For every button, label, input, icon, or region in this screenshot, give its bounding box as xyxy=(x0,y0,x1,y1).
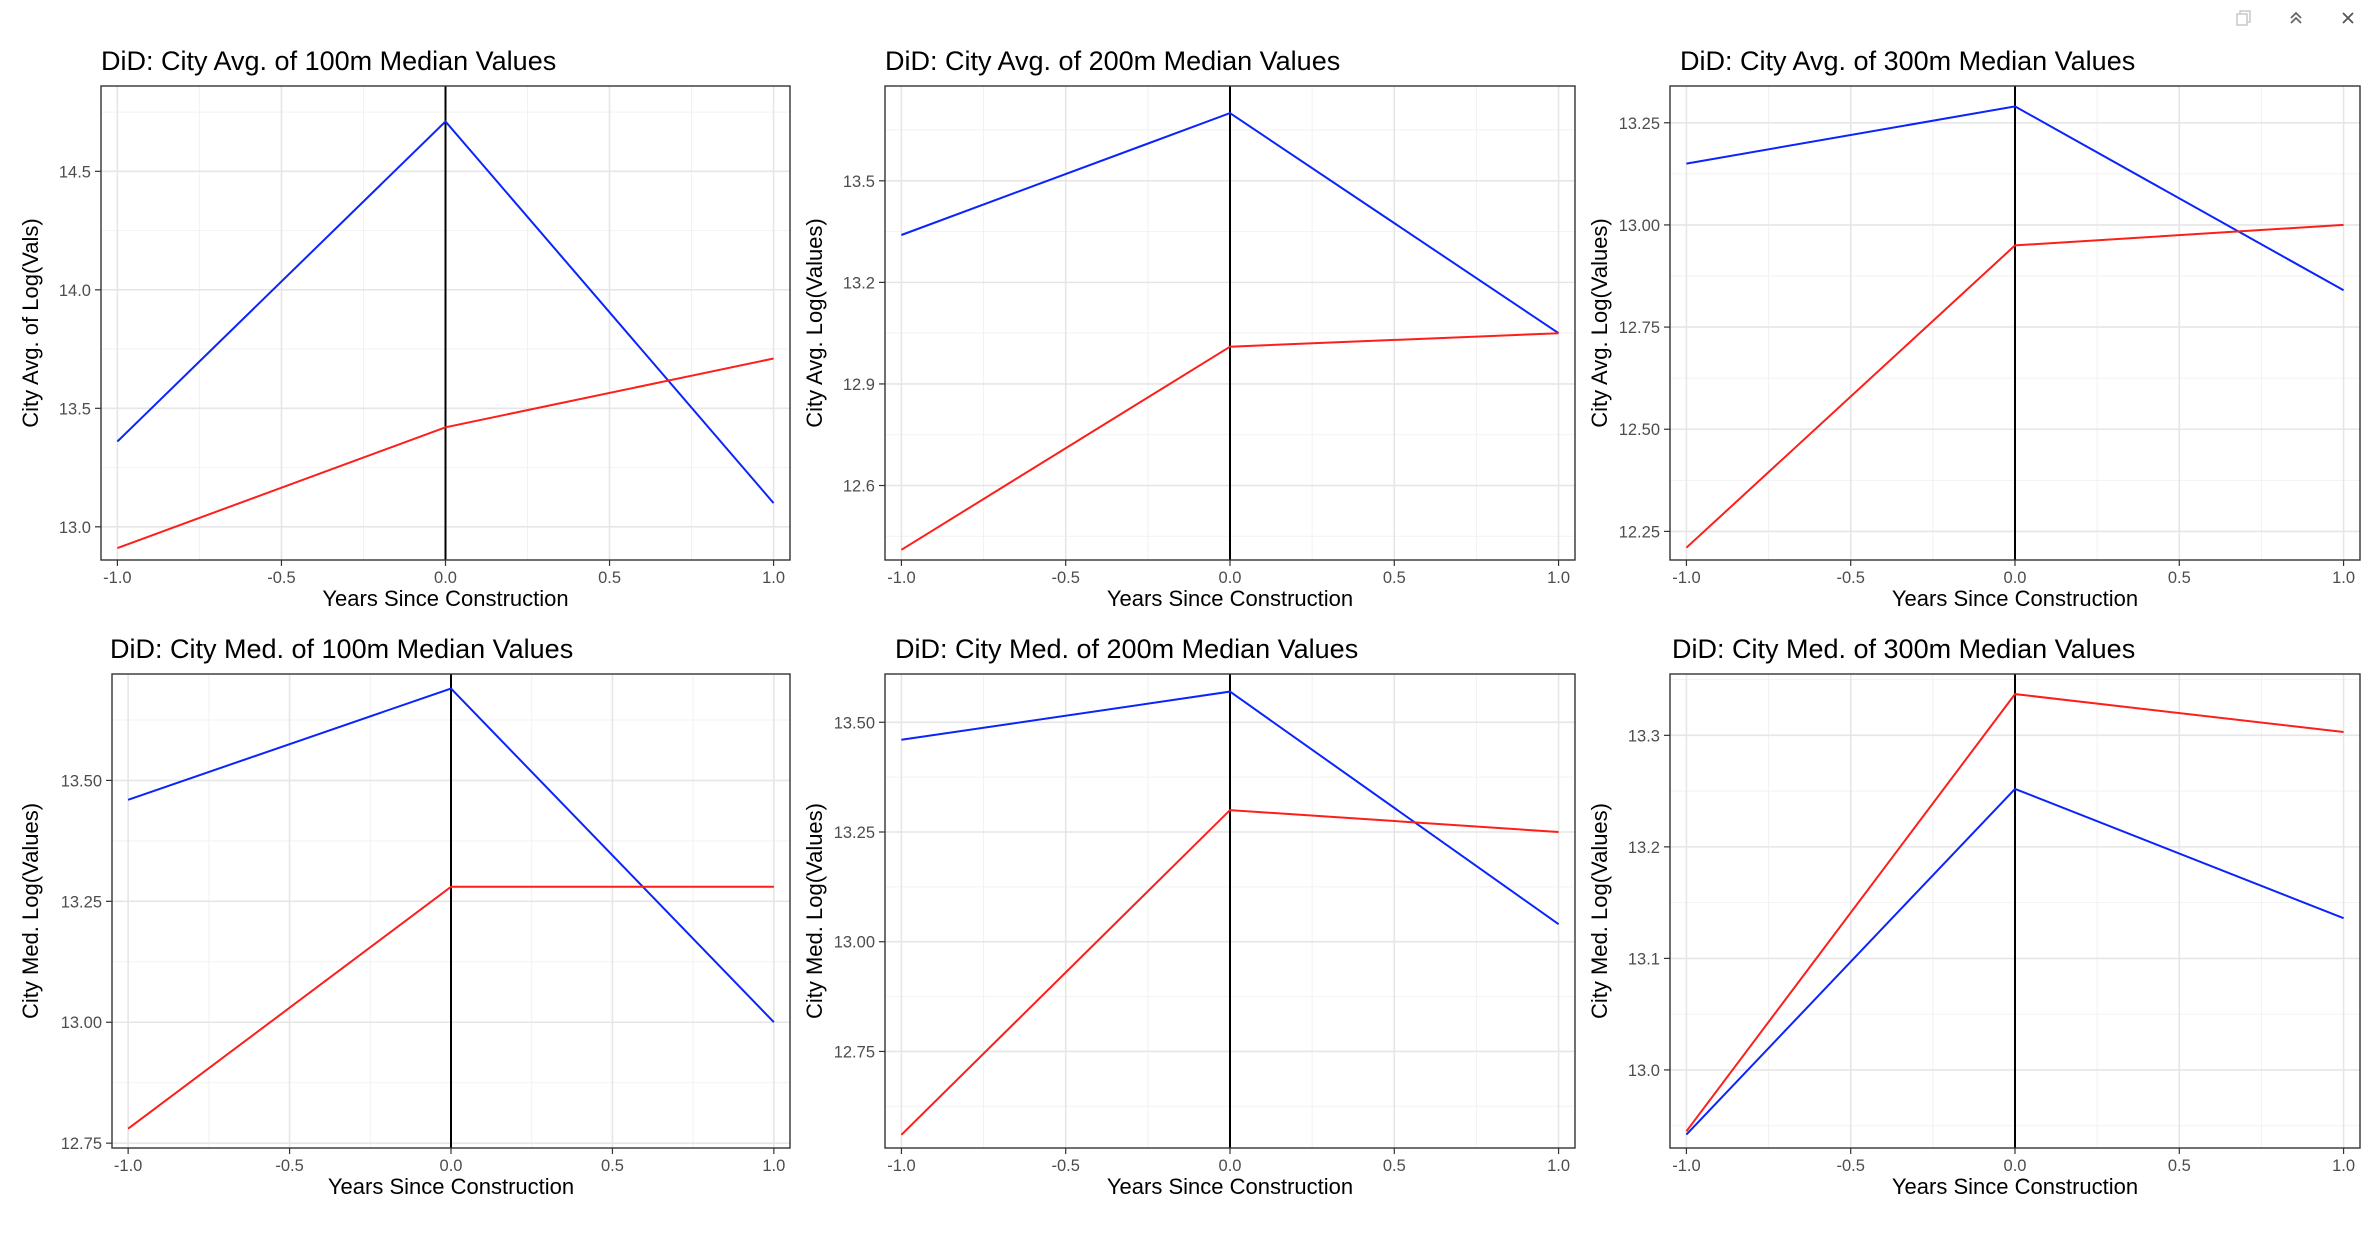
x-tick-label: 0.0 xyxy=(434,569,457,587)
series-line-2 xyxy=(1685,787,2344,1136)
y-tick-label: 13.00 xyxy=(61,1014,102,1032)
x-tick-label: -1.0 xyxy=(1672,569,1700,587)
x-tick-label: 0.0 xyxy=(440,1157,463,1175)
x-tick-label: -1.0 xyxy=(887,569,915,587)
x-tick-label: 0.0 xyxy=(2004,1157,2027,1175)
y-axis-label: City Med. Log(Values) xyxy=(18,803,43,1019)
x-tick-label: 0.0 xyxy=(1219,1157,1242,1175)
x-tick-label: 0.5 xyxy=(2168,569,2191,587)
x-tick-label: -0.5 xyxy=(1836,569,1864,587)
y-tick-label: 13.50 xyxy=(61,772,102,790)
y-tick-label: 13.3 xyxy=(1628,727,1660,745)
series-line-1 xyxy=(1686,105,2345,292)
chart-panel-2: DiD: City Avg. of 200m Median Values -1.0… xyxy=(802,46,1576,611)
y-tick-label: 13.25 xyxy=(1619,115,1660,133)
y-tick-label: 13.25 xyxy=(61,893,102,911)
collapse-up-icon[interactable] xyxy=(2284,6,2308,30)
chart-title: DiD: City Avg. of 100m Median Values xyxy=(101,46,556,76)
x-axis-label: Years Since Construction xyxy=(322,586,568,611)
y-tick-label: 12.75 xyxy=(1619,319,1660,337)
x-axis-label: Years Since Construction xyxy=(1892,586,2138,611)
x-tick-label: -1.0 xyxy=(114,1157,142,1175)
x-tick-label: -1.0 xyxy=(1672,1157,1700,1175)
viewer-toolbar xyxy=(2232,6,2360,30)
y-tick-label: 13.1 xyxy=(1628,950,1660,968)
x-tick-label: 1.0 xyxy=(1547,569,1570,587)
y-tick-label: 13.5 xyxy=(843,173,875,191)
x-tick-label: 1.0 xyxy=(2332,569,2355,587)
x-tick-label: 0.5 xyxy=(601,1157,624,1175)
chart-panel-4: DiD: City Med. of 100m Median Values -1.0… xyxy=(18,634,791,1199)
x-axis-label: Years Since Construction xyxy=(1107,586,1353,611)
x-axis-label: Years Since Construction xyxy=(1892,1174,2138,1199)
y-axis-label: City Avg. Log(Values) xyxy=(1587,218,1612,428)
y-tick-label: 13.25 xyxy=(834,824,875,842)
y-axis-label: City Med. Log(Values) xyxy=(802,803,827,1019)
x-tick-label: 1.0 xyxy=(2332,1157,2355,1175)
x-tick-label: 0.5 xyxy=(1383,1157,1406,1175)
x-tick-label: -0.5 xyxy=(1836,1157,1864,1175)
copy-icon[interactable] xyxy=(2232,6,2256,30)
y-tick-label: 13.50 xyxy=(834,714,875,732)
series-line-1 xyxy=(901,690,1560,926)
x-axis-label: Years Since Construction xyxy=(328,1174,574,1199)
y-tick-label: 13.5 xyxy=(59,400,91,418)
chart-panel-6: DiD: City Med. of 300m Median Values -1.0… xyxy=(1587,634,2361,1199)
y-tick-label: 12.75 xyxy=(61,1135,102,1153)
series-line-1 xyxy=(116,120,775,504)
y-tick-label: 12.50 xyxy=(1619,421,1660,439)
y-tick-label: 14.0 xyxy=(59,282,91,300)
x-tick-label: -1.0 xyxy=(887,1157,915,1175)
series-line-1 xyxy=(901,111,1560,335)
x-tick-label: 0.0 xyxy=(1219,569,1242,587)
series-line-2 xyxy=(117,357,774,550)
series-line-2 xyxy=(900,809,1559,1136)
chart-title: DiD: City Med. of 200m Median Values xyxy=(895,634,1358,664)
x-tick-label: 1.0 xyxy=(762,569,785,587)
y-tick-label: 12.9 xyxy=(843,376,875,394)
x-tick-label: 0.5 xyxy=(1383,569,1406,587)
y-tick-label: 12.25 xyxy=(1619,523,1660,541)
x-tick-label: 0.5 xyxy=(598,569,621,587)
y-tick-label: 13.0 xyxy=(1628,1062,1660,1080)
x-tick-label: 0.0 xyxy=(2004,569,2027,587)
x-tick-label: 1.0 xyxy=(762,1157,785,1175)
y-tick-label: 13.2 xyxy=(843,274,875,292)
y-axis-label: City Med. Log(Values) xyxy=(1587,803,1612,1019)
y-axis-label: City Avg. Log(Values) xyxy=(802,218,827,428)
y-tick-label: 12.6 xyxy=(843,478,875,496)
x-tick-label: -1.0 xyxy=(103,569,131,587)
y-axis-label: City Avg. of Log(Vals) xyxy=(18,218,43,428)
x-axis-label: Years Since Construction xyxy=(1107,1174,1353,1199)
series-line-1 xyxy=(1685,693,2344,1132)
x-tick-label: -0.5 xyxy=(275,1157,303,1175)
chart-panel-1: DiD: City Avg. of 100m Median Values -1.0… xyxy=(18,46,791,611)
y-tick-label: 13.00 xyxy=(834,934,875,952)
series-line-2 xyxy=(1685,223,2344,549)
y-tick-label: 13.00 xyxy=(1619,217,1660,235)
y-tick-label: 13.2 xyxy=(1628,839,1660,857)
chart-title: DiD: City Med. of 300m Median Values xyxy=(1672,634,2135,664)
y-tick-label: 12.75 xyxy=(834,1043,875,1061)
x-tick-label: 0.5 xyxy=(2168,1157,2191,1175)
series-line-2 xyxy=(900,332,1559,551)
x-tick-label: -0.5 xyxy=(1051,1157,1079,1175)
y-tick-label: 13.0 xyxy=(59,519,91,537)
series-line-1 xyxy=(127,687,775,1023)
x-tick-label: -0.5 xyxy=(1051,569,1079,587)
y-tick-label: 14.5 xyxy=(59,163,91,181)
chart-title: DiD: City Avg. of 300m Median Values xyxy=(1680,46,2135,76)
x-tick-label: 1.0 xyxy=(1547,1157,1570,1175)
chart-title: DiD: City Med. of 100m Median Values xyxy=(110,634,573,664)
close-icon[interactable] xyxy=(2336,6,2360,30)
chart-panel-3: DiD: City Avg. of 300m Median Values -1.0… xyxy=(1587,46,2361,611)
x-tick-label: -0.5 xyxy=(267,569,295,587)
chart-panel-5: DiD: City Med. of 200m Median Values -1.0… xyxy=(802,634,1576,1199)
series-line-2 xyxy=(127,885,774,1130)
chart-title: DiD: City Avg. of 200m Median Values xyxy=(885,46,1340,76)
